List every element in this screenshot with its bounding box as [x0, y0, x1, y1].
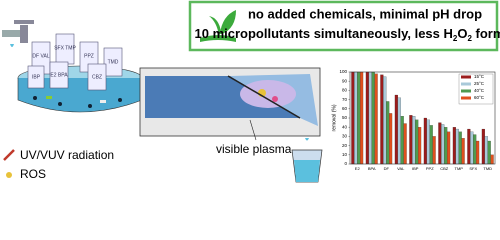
y-tick-label: 70: [342, 97, 348, 102]
bar: [444, 127, 448, 165]
y-tick-label: 50: [342, 115, 348, 120]
reactor: [139, 67, 321, 141]
subscript: 2: [467, 34, 472, 43]
y-tick-label: 80: [342, 88, 348, 93]
x-tick-label: VAL: [397, 166, 405, 171]
legend-label: 15°C: [474, 74, 485, 79]
y-tick-label: 0: [344, 161, 347, 166]
bar: [455, 128, 459, 165]
y-tick-label: 90: [342, 78, 348, 83]
bar: [383, 76, 387, 165]
bar: [394, 94, 398, 165]
y-tick-label: 20: [342, 143, 348, 148]
bar: [380, 74, 384, 165]
bar: [481, 128, 485, 165]
uv-icon: [3, 149, 15, 161]
plot-frame: [349, 71, 496, 165]
bar: [441, 124, 445, 165]
bar: [389, 113, 393, 165]
text: O: [457, 26, 467, 41]
bar: [432, 136, 436, 165]
y-axis-label: removal (%): [331, 104, 337, 131]
x-tick-label: TMD: [483, 166, 492, 171]
bottle-label: E2 BPA: [50, 72, 68, 78]
bar: [476, 140, 480, 165]
water-glass: [291, 138, 323, 183]
bottle-label: PPZ: [84, 53, 94, 59]
bar: [354, 71, 358, 165]
bar: [473, 134, 477, 165]
legend-label: 25°C: [474, 81, 485, 86]
bar: [403, 123, 407, 165]
bar: [461, 138, 465, 165]
bottle-label: IBP: [32, 74, 41, 80]
bar: [365, 71, 369, 165]
bar: [423, 117, 427, 165]
header-line1: no added chemicals, minimal pH drop: [248, 6, 482, 21]
bar: [397, 97, 401, 165]
graphical-abstract: no added chemicals, minimal pH drop 10 m…: [2, 0, 500, 183]
text: 10 micropollutants simultaneously, less …: [195, 26, 453, 41]
bar: [447, 131, 451, 165]
x-tick-label: TMP: [455, 166, 464, 171]
x-tick-label: BPA: [368, 166, 376, 171]
legend-swatch: [461, 75, 471, 79]
y-tick-label: 60: [342, 106, 348, 111]
bottle-label: CBZ: [92, 74, 102, 80]
chart: removal (%) 0 10 20 30 40 50 60 70 80 90 100 E2 BPA DF…: [331, 69, 496, 171]
x-tick-label: E2: [355, 166, 361, 171]
faucet: [2, 20, 34, 47]
bar: [400, 116, 404, 165]
bottle-label: DF VAL: [32, 53, 49, 59]
plasma-label: visible plasma: [216, 142, 292, 156]
bar: [484, 136, 488, 165]
bar: [458, 131, 462, 165]
text: formation: [472, 26, 500, 41]
y-tick-label: 100: [339, 69, 347, 74]
bar: [412, 116, 416, 165]
bar: [438, 122, 442, 165]
subscript: 2: [453, 34, 458, 43]
bottle-label: SFX TMP: [54, 45, 76, 51]
bar: [470, 131, 474, 165]
bar: [360, 71, 364, 165]
legend-label: 40°C: [474, 88, 485, 93]
bar: [371, 71, 375, 165]
uv-label: UV/VUV radiation: [20, 148, 114, 162]
legend-label: 60°C: [474, 95, 485, 100]
bar: [467, 128, 471, 165]
bar: [374, 73, 378, 165]
ros-label: ROS: [20, 167, 46, 181]
ros-icon: [6, 172, 12, 178]
bar: [490, 154, 494, 165]
y-tick-label: 10: [342, 152, 348, 157]
bar: [386, 101, 390, 165]
bar: [487, 140, 491, 165]
header-line2: 10 micropollutants simultaneously, less …: [195, 26, 500, 43]
x-tick-label: SFX: [469, 166, 477, 171]
bar: [409, 115, 413, 165]
x-tick-label: DF: [384, 166, 390, 171]
legend-swatch: [461, 82, 471, 86]
bar: [357, 71, 361, 165]
bar: [351, 71, 355, 165]
x-tick-label: CBZ: [440, 166, 449, 171]
bar: [426, 119, 430, 165]
x-tick-label: PPZ: [426, 166, 434, 171]
y-tick-label: 40: [342, 124, 348, 129]
bar: [415, 119, 419, 165]
bottles: [27, 33, 123, 91]
bar: [429, 125, 433, 165]
y-tick-label: 30: [342, 134, 348, 139]
legend-swatch: [461, 96, 471, 100]
leaf-icon: [200, 10, 236, 42]
header-box: [188, 0, 499, 52]
bottle-label: TMD: [108, 59, 119, 65]
x-tick-label: IBP: [412, 166, 419, 171]
bar: [368, 71, 372, 165]
legend-swatch: [461, 89, 471, 93]
bar: [452, 127, 456, 165]
bar: [418, 127, 422, 165]
